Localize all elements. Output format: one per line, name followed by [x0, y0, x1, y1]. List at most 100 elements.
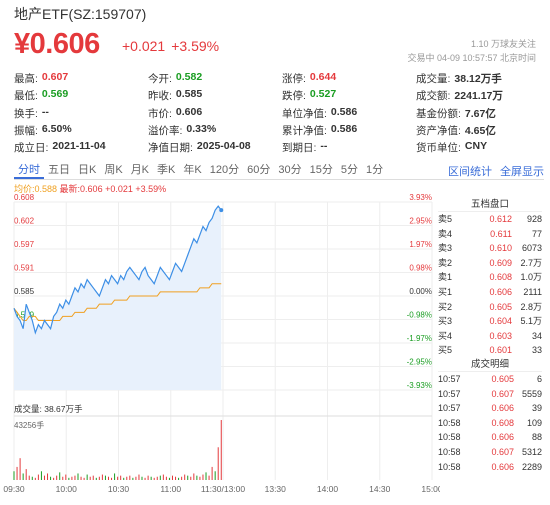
ob-cell: 2.7万: [520, 257, 542, 268]
range-stats-button[interactable]: 区间统计: [448, 166, 492, 178]
tab-11[interactable]: 5分: [340, 164, 358, 176]
ob-cell: 5.1万: [520, 316, 542, 327]
ob-cell: 0.604: [489, 316, 512, 327]
ask-row: 卖3 0.610 6073: [438, 241, 542, 256]
price-change: +0.021 +3.59%: [122, 38, 225, 54]
stats-row: 振幅: 6.50% 溢价率: 0.33% 累计净值: 0.586 资产净值: 4.65亿: [14, 123, 544, 140]
trade-cell: 0.607: [491, 388, 514, 399]
stat-cell: 市价: 0.606: [148, 106, 282, 123]
stat-label: 资产净值:: [416, 124, 461, 137]
avg-price-label: 均价:0.588: [14, 184, 58, 194]
x-tick: 14:30: [369, 484, 391, 494]
stat-value: 0.585: [175, 88, 203, 101]
trade-cell: 10:57: [438, 388, 461, 399]
stat-value: --: [320, 140, 328, 153]
stat-label: 振幅:: [14, 124, 38, 137]
stat-cell: 成交量: 38.12万手: [416, 71, 544, 88]
trade-cell: 6: [536, 373, 542, 384]
y-tick-right: 0.00%: [409, 287, 432, 296]
ob-cell: 928: [526, 214, 542, 224]
stat-value: 38.12万手: [454, 73, 502, 85]
ob-cell: 卖3: [438, 243, 453, 254]
trade-cell: 88: [531, 432, 542, 443]
ob-cell: 34: [531, 330, 542, 341]
tab-2[interactable]: 日K: [78, 164, 97, 176]
stat-cell: 今开: 0.582: [148, 71, 282, 88]
stat-value: 0.586: [330, 105, 358, 118]
tab-8[interactable]: 60分: [247, 164, 271, 176]
bid-row: 买5 0.601 33: [438, 343, 542, 358]
bid-row: 买1 0.606 2111: [438, 285, 542, 300]
stat-cell: 昨收: 0.585: [148, 88, 282, 105]
stat-cell: 跌停: 0.527: [282, 88, 416, 105]
stat-value: 2025-04-08: [196, 140, 251, 153]
stat-cell: 最低: 0.569: [14, 88, 148, 105]
ob-cell: 卖1: [438, 272, 453, 283]
trade-row: 10:58 0.608 109: [438, 416, 542, 431]
stat-cell: 涨停: 0.644: [282, 71, 416, 88]
stat-cell: 溢价率: 0.33%: [148, 123, 282, 140]
y-tick-right: 2.95%: [409, 217, 432, 226]
change-amount: +0.021: [122, 38, 166, 54]
bid-row: 买3 0.604 5.1万: [438, 314, 542, 329]
ob-cell: 0.603: [489, 330, 512, 341]
trade-cell: 109: [526, 417, 542, 428]
stat-value: 0.33%: [186, 122, 217, 135]
ask-row: 卖4 0.611 77: [438, 227, 542, 242]
trade-cell: 5312: [521, 446, 542, 457]
ob-cell: 2111: [523, 286, 542, 297]
tab-1[interactable]: 五日: [48, 164, 70, 176]
latest-dot: [219, 208, 224, 213]
stat-value: --: [41, 105, 49, 118]
stat-label: 溢价率:: [148, 124, 183, 137]
ob-cell: 卖4: [438, 228, 453, 239]
trade-cell: 10:58: [438, 446, 461, 457]
x-tick: 10:30: [108, 484, 130, 494]
tab-10[interactable]: 15分: [309, 164, 333, 176]
ob-cell: 1.0万: [520, 272, 542, 283]
avg-line: [13, 283, 222, 322]
trade-cell: 0.606: [491, 461, 514, 472]
trade-cell: 0.606: [491, 432, 514, 443]
stat-cell: 换手: --: [14, 106, 148, 123]
ob-cell: 0.608: [489, 272, 512, 283]
stat-label: 成交量:: [416, 73, 451, 85]
ask-row: 卖1 0.608 1.0万: [438, 270, 542, 285]
stat-cell: 成交额: 2241.17万: [416, 88, 544, 105]
y-tick-left: 0.602: [14, 217, 35, 226]
tab-0[interactable]: 分时: [14, 163, 44, 179]
tab-7[interactable]: 120分: [209, 164, 240, 176]
stat-value: 7.67亿: [464, 107, 496, 120]
page-title: 地产ETF(SZ:159707): [14, 6, 147, 22]
ob-cell: 卖5: [438, 214, 453, 224]
trade-cell: 0.606: [491, 403, 514, 414]
trade-cell: 10:57: [438, 403, 461, 414]
stat-label: 货币单位:: [416, 142, 461, 155]
trade-row: 10:57 0.607 5559: [438, 387, 542, 402]
follow-count[interactable]: 1.10 万球友关注: [470, 39, 536, 49]
stat-value: 0.586: [330, 122, 358, 135]
ob-cell: 33: [531, 345, 542, 356]
stat-label: 最低:: [14, 90, 38, 103]
intraday-chart: 0.608 3.93% 0.602 2.95% 0.597 1.97% 0.591 0.98%…: [0, 190, 443, 500]
stat-value: 0.527: [309, 88, 337, 101]
trade-row: 10:57 0.605 6: [438, 372, 542, 387]
change-percent: +3.59%: [171, 38, 220, 54]
bid-row: 买4 0.603 34: [438, 329, 542, 344]
stats-row: 成立日: 2021-11-04 净值日期: 2025-04-08 到期日: -- 货币单位:…: [14, 140, 544, 157]
trade-cell: 10:57: [438, 373, 461, 384]
y-tick-right: -3.93%: [407, 381, 432, 390]
stat-cell: 货币单位: CNY: [416, 140, 544, 157]
tab-4[interactable]: 月K: [130, 164, 150, 176]
tab-12[interactable]: 1分: [365, 164, 384, 176]
fullscreen-button[interactable]: 全屏显示: [500, 166, 544, 178]
tab-5[interactable]: 季K: [157, 164, 176, 176]
ob-cell: 买2: [438, 301, 453, 312]
stat-label: 跌停:: [282, 90, 306, 103]
tab-3[interactable]: 周K: [104, 164, 123, 176]
stat-value: CNY: [464, 140, 488, 153]
tab-6[interactable]: 年K: [183, 164, 202, 176]
stat-label: 最高:: [14, 73, 38, 85]
ob-cell: 卖2: [438, 257, 453, 268]
tab-9[interactable]: 30分: [278, 164, 302, 176]
